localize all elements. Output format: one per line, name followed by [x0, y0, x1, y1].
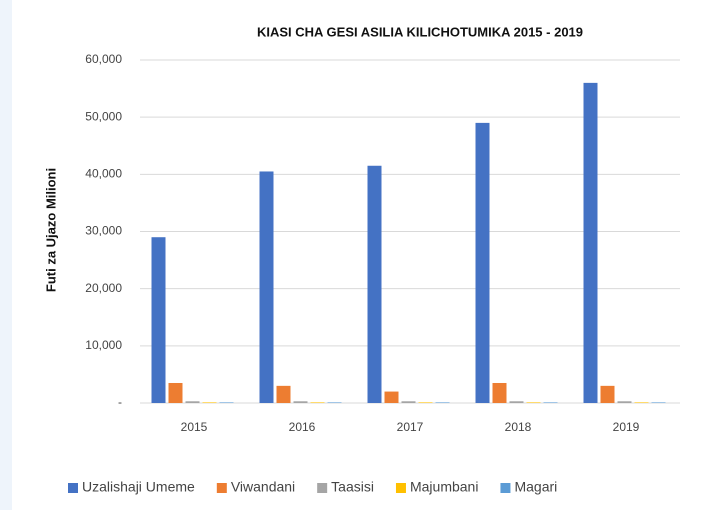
- legend-label: Taasisi: [331, 479, 374, 495]
- bar: [168, 382, 183, 403]
- bar: [583, 82, 598, 403]
- legend-swatch: [500, 483, 511, 493]
- chart-title: KIASI CHA GESI ASILIA KILICHOTUMIKA 2015…: [257, 24, 583, 39]
- x-tick-label: 2015: [181, 420, 208, 434]
- legend-label: Uzalishaji Umeme: [82, 479, 195, 495]
- bar: [435, 402, 450, 403]
- y-tick-label: 10,000: [85, 338, 122, 352]
- bar: [384, 391, 399, 403]
- bar: [475, 122, 490, 403]
- bar: [276, 385, 291, 403]
- legend-label: Majumbani: [410, 479, 478, 495]
- x-tick-label: 2016: [289, 420, 316, 434]
- bar: [526, 402, 541, 403]
- x-tick-label: 2017: [397, 420, 424, 434]
- bar: [151, 237, 166, 403]
- bar: [310, 402, 325, 403]
- x-tick-label: 2019: [613, 420, 640, 434]
- bar: [492, 382, 507, 403]
- legend-swatch: [317, 483, 328, 493]
- bar: [202, 402, 217, 403]
- bar: [651, 402, 666, 403]
- legend-label: Viwandani: [231, 479, 295, 495]
- bar: [401, 401, 416, 403]
- y-tick-label: 60,000: [85, 52, 122, 66]
- legend-label: Magari: [514, 479, 557, 495]
- bar: [293, 401, 308, 403]
- bar: [617, 401, 632, 403]
- bar: [418, 402, 433, 403]
- bar: [367, 165, 382, 403]
- bar: [327, 402, 342, 403]
- bar: [185, 401, 200, 403]
- y-tick-label: 20,000: [85, 281, 122, 295]
- y-tick-label: 40,000: [85, 167, 122, 181]
- legend-swatch: [68, 483, 78, 493]
- chart-area: [12, 0, 718, 510]
- y-tick-label: 50,000: [85, 109, 122, 123]
- y-axis-title: Futi za Ujazo Milioni: [43, 168, 58, 292]
- bar: [259, 171, 274, 403]
- bar: [600, 385, 615, 403]
- bar: [509, 401, 524, 403]
- legend-swatch: [395, 483, 406, 493]
- bar: [543, 402, 558, 403]
- bar: [219, 402, 234, 403]
- bar: [634, 402, 649, 403]
- y-tick-label: -: [118, 395, 122, 409]
- legend-swatch: [216, 483, 227, 493]
- x-tick-label: 2018: [505, 420, 532, 434]
- y-tick-label: 30,000: [85, 224, 122, 238]
